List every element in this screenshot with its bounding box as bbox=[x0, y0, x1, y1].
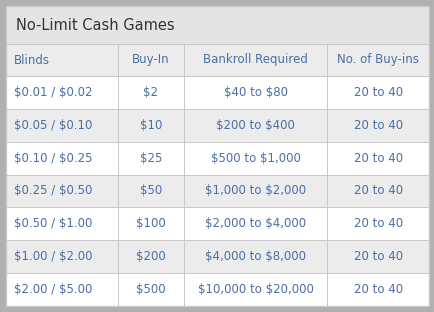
Text: $0.05 / $0.10: $0.05 / $0.10 bbox=[14, 119, 92, 132]
Bar bbox=[6, 6, 428, 44]
Bar bbox=[6, 44, 428, 76]
Text: 20 to 40: 20 to 40 bbox=[353, 119, 402, 132]
Bar bbox=[6, 240, 428, 273]
Text: $10,000 to $20,000: $10,000 to $20,000 bbox=[197, 283, 313, 296]
Text: 20 to 40: 20 to 40 bbox=[353, 283, 402, 296]
Text: $2.00 / $5.00: $2.00 / $5.00 bbox=[14, 283, 92, 296]
Text: $100: $100 bbox=[136, 217, 165, 230]
Text: $1.00 / $2.00: $1.00 / $2.00 bbox=[14, 250, 92, 263]
Bar bbox=[6, 142, 428, 175]
Text: $2,000 to $4,000: $2,000 to $4,000 bbox=[204, 217, 306, 230]
Text: $1,000 to $2,000: $1,000 to $2,000 bbox=[204, 184, 306, 197]
Text: 20 to 40: 20 to 40 bbox=[353, 184, 402, 197]
Text: $500: $500 bbox=[136, 283, 165, 296]
Text: $0.25 / $0.50: $0.25 / $0.50 bbox=[14, 184, 92, 197]
Text: Blinds: Blinds bbox=[14, 53, 50, 66]
Text: $0.01 / $0.02: $0.01 / $0.02 bbox=[14, 86, 92, 99]
Text: $25: $25 bbox=[139, 152, 162, 165]
Bar bbox=[6, 76, 428, 109]
Text: No-Limit Cash Games: No-Limit Cash Games bbox=[16, 17, 174, 32]
Text: $2: $2 bbox=[143, 86, 158, 99]
Text: $50: $50 bbox=[139, 184, 161, 197]
Text: $500 to $1,000: $500 to $1,000 bbox=[210, 152, 300, 165]
Text: $200: $200 bbox=[136, 250, 165, 263]
Text: No. of Buy-ins: No. of Buy-ins bbox=[336, 53, 418, 66]
Text: 20 to 40: 20 to 40 bbox=[353, 152, 402, 165]
Text: $200 to $400: $200 to $400 bbox=[216, 119, 294, 132]
Bar bbox=[6, 273, 428, 306]
Text: $0.50 / $1.00: $0.50 / $1.00 bbox=[14, 217, 92, 230]
Text: 20 to 40: 20 to 40 bbox=[353, 250, 402, 263]
Text: Buy-In: Buy-In bbox=[132, 53, 169, 66]
Text: $10: $10 bbox=[139, 119, 162, 132]
Text: Bankroll Required: Bankroll Required bbox=[203, 53, 307, 66]
Bar bbox=[6, 175, 428, 207]
Text: $4,000 to $8,000: $4,000 to $8,000 bbox=[204, 250, 306, 263]
Text: $40 to $80: $40 to $80 bbox=[223, 86, 287, 99]
Text: 20 to 40: 20 to 40 bbox=[353, 217, 402, 230]
Text: 20 to 40: 20 to 40 bbox=[353, 86, 402, 99]
Bar bbox=[6, 207, 428, 240]
Bar bbox=[6, 109, 428, 142]
Text: $0.10 / $0.25: $0.10 / $0.25 bbox=[14, 152, 92, 165]
